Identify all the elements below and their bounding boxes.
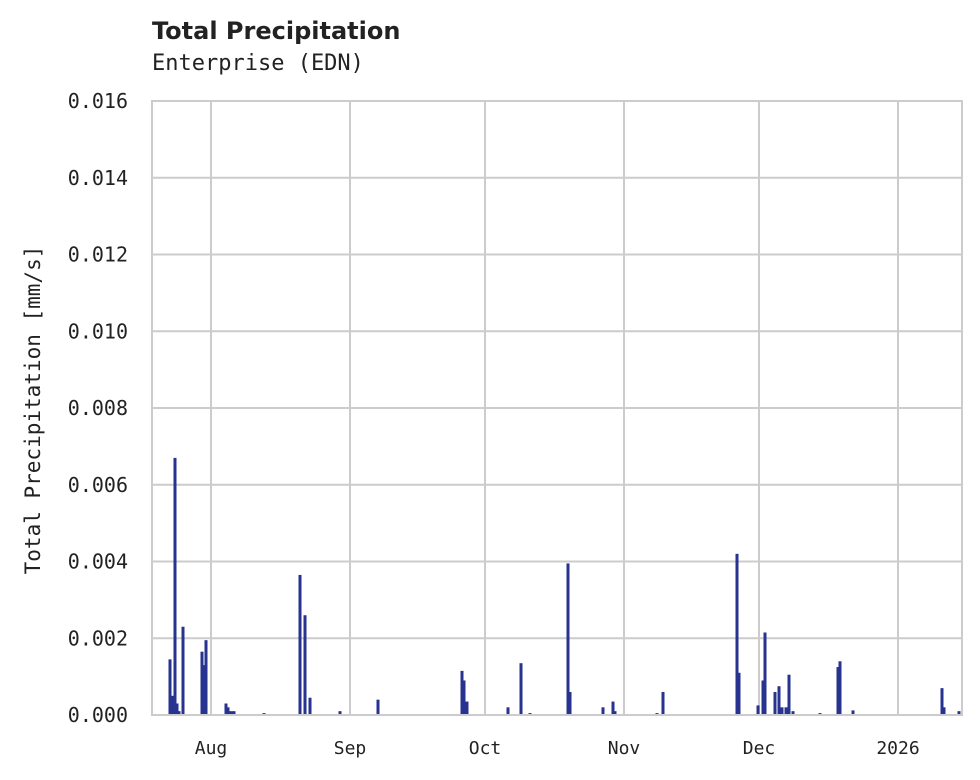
precipitation-bar [170,695,174,715]
y-axis-ticks: 0.000 0.002 0.004 0.006 0.008 0.010 0.012 0.014… [68,89,128,727]
x-tick-label: Oct [469,738,502,759]
precipitation-bar [202,665,206,715]
bar-series [168,457,961,715]
precipitation-bar [175,703,179,715]
precipitation-bar [568,691,572,715]
precipitation-bar [224,703,228,715]
precipitation-bar [462,680,466,715]
precipitation-bar [957,711,961,715]
precipitation-bar [232,711,236,715]
precipitation-bar [601,707,605,715]
y-tick-label: 0.012 [68,243,128,267]
precipitation-bar [177,711,181,715]
precipitation-bar [787,674,791,715]
precipitation-bar [763,632,767,715]
precipitation-bar [784,707,788,715]
plot-frame [151,100,963,716]
y-tick-label: 0.002 [68,626,128,650]
precipitation-bar [338,711,342,715]
precipitation-bar [611,701,615,715]
precipitation-bar [735,553,739,715]
x-tick-label: Dec [743,738,776,759]
precipitation-bar [465,701,469,715]
chart-title: Total Precipitation [152,17,401,45]
precipitation-bar [773,691,777,715]
x-tick-label: 2026 [876,738,919,759]
precipitation-bar [851,710,855,715]
precipitation-bar [229,711,233,715]
y-tick-label: 0.014 [68,166,128,190]
precipitation-bar [791,711,795,715]
y-tick-label: 0.006 [68,473,128,497]
precipitation-bar [506,707,510,715]
precipitation-bar [566,563,570,715]
precipitation-bar [308,697,312,715]
y-tick-label: 0.000 [68,703,128,727]
precipitation-bar [200,651,204,715]
precipitation-bar [661,691,665,715]
precipitation-bar [942,707,946,715]
grid-lines [152,100,962,716]
y-axis-label: Total Precipitation [mm/s] [21,246,45,575]
precipitation-bar [761,680,765,715]
precipitation-bar [756,705,760,715]
y-tick-label: 0.016 [68,89,128,113]
precipitation-bar [226,707,230,715]
precipitation-bar [204,640,208,715]
precipitation-bar [780,707,784,715]
x-tick-label: Aug [195,738,228,759]
chart-subtitle: Enterprise (EDN) [152,51,364,76]
precipitation-bar [168,659,172,715]
precipitation-bar [173,457,177,715]
precipitation-bar [519,663,523,715]
x-axis-ticks: Aug Sep Oct Nov Dec 2026 [195,738,920,759]
x-tick-label: Sep [334,738,367,759]
precipitation-bar [181,626,185,715]
precipitation-bar [737,672,741,715]
precipitation-bar [298,574,302,715]
precipitation-bar [303,615,307,715]
precipitation-bar [613,711,617,715]
y-tick-label: 0.004 [68,550,128,574]
precipitation-bar [460,670,464,715]
y-tick-label: 0.008 [68,396,128,420]
x-tick-label: Nov [608,738,641,759]
y-tick-label: 0.010 [68,319,128,343]
precipitation-bar [940,688,944,715]
precipitation-bar [836,667,840,715]
precipitation-bar [838,661,842,715]
precipitation-bar [376,699,380,715]
precipitation-bar [777,686,781,715]
